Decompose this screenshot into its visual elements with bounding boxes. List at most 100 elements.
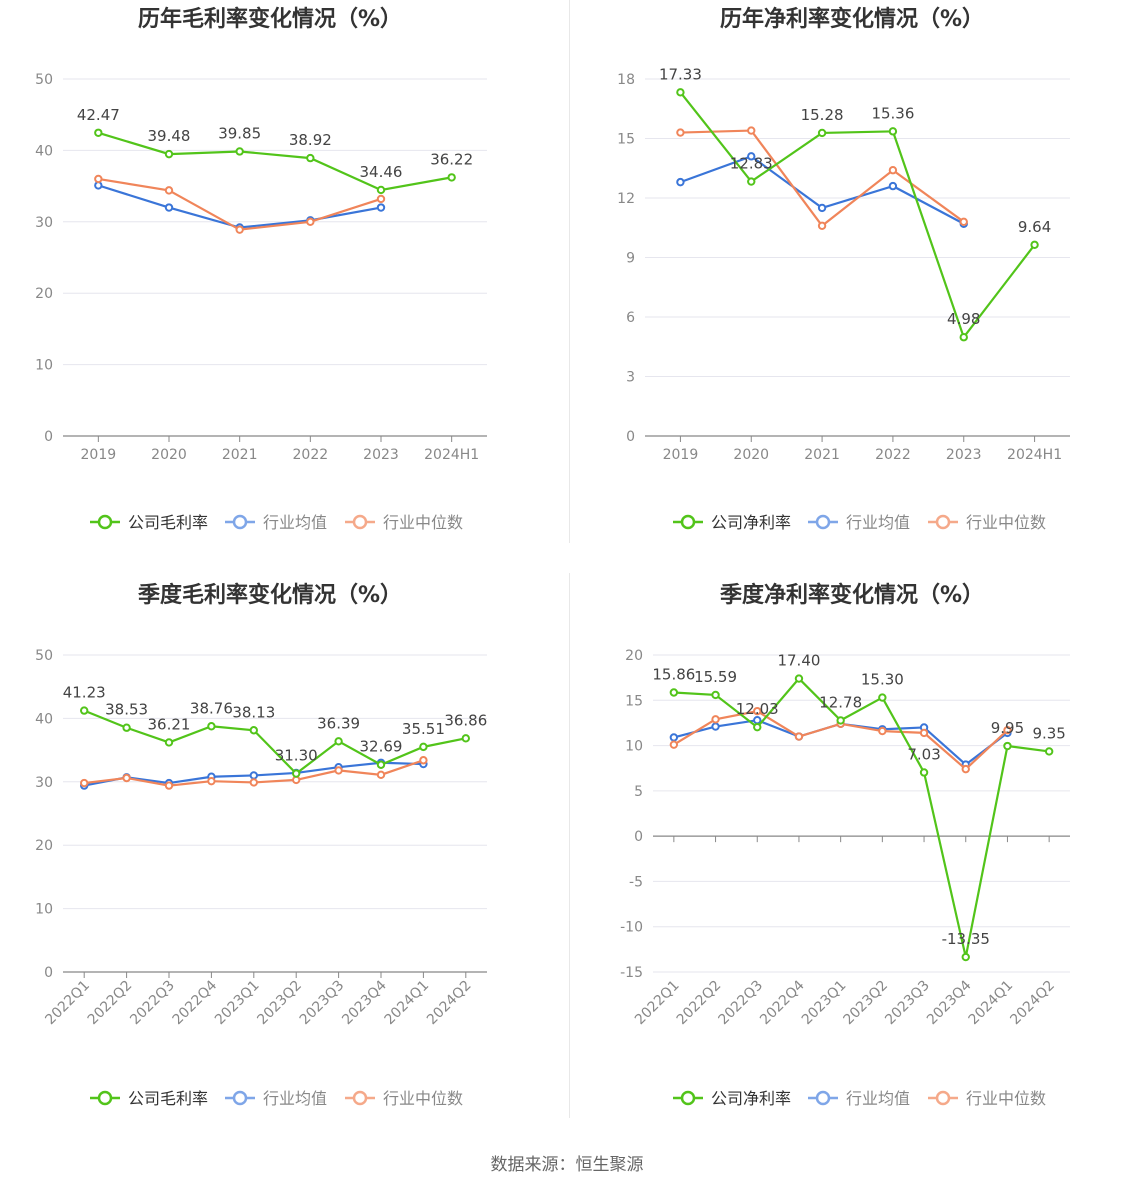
legend-item: 公司净利率 [673, 513, 791, 532]
legend-swatch-marker [232, 514, 248, 530]
data-point [334, 737, 343, 746]
legend-label: 行业中位数 [383, 513, 463, 532]
data-point [747, 177, 756, 186]
data-point [888, 181, 898, 191]
data-point [836, 716, 845, 725]
y-tick-label: 40 [35, 711, 53, 727]
data-point [919, 728, 929, 738]
series-line-公司净利率 [679, 91, 1036, 340]
data-point [817, 203, 827, 213]
data-label: 39.85 [218, 124, 261, 142]
legend-swatch-marker [815, 1090, 831, 1106]
legend-item: 公司毛利率 [90, 1089, 208, 1108]
data-label: 36.86 [444, 711, 487, 729]
data-point [961, 952, 970, 962]
y-tick-label: 20 [35, 286, 53, 302]
data-point [669, 740, 679, 749]
data-point [669, 688, 679, 697]
data-point [669, 733, 679, 742]
data-point [164, 186, 174, 195]
x-tick-label: 2022Q2 [85, 978, 136, 1029]
data-point [164, 738, 174, 747]
data-point [959, 217, 968, 227]
y-tick-label: -5 [629, 874, 643, 890]
data-point [676, 88, 685, 97]
x-tick-label: 2023Q4 [339, 977, 390, 1028]
data-point [164, 149, 174, 159]
data-label: 7.03 [907, 745, 940, 763]
x-tick-label: 2024Q2 [1007, 978, 1058, 1029]
data-point [961, 764, 970, 774]
legend-item: 行业中位数 [345, 1089, 463, 1108]
legend-label: 行业均值 [846, 513, 910, 532]
legend-item: 行业均值 [225, 513, 327, 532]
data-point [676, 128, 685, 137]
data-label: 36.39 [317, 714, 360, 732]
y-tick-label: 30 [35, 775, 53, 791]
data-label: 38.13 [232, 703, 275, 721]
legend-label: 公司净利率 [711, 1089, 791, 1108]
data-point [306, 217, 315, 227]
legend-label: 行业中位数 [383, 1089, 463, 1108]
legend-item: 行业均值 [808, 1089, 910, 1108]
data-point [164, 203, 174, 212]
data-point [376, 194, 386, 204]
x-tick-label: 2020 [733, 447, 769, 463]
legend-swatch-marker [97, 1090, 113, 1106]
legend-label: 行业均值 [263, 513, 327, 532]
x-tick-label: 2023Q1 [212, 978, 263, 1029]
x-tick-label: 2022 [293, 447, 329, 463]
data-point [447, 173, 456, 182]
data-point [919, 768, 929, 777]
data-label: -13.35 [942, 930, 990, 948]
x-tick-label: 2020 [151, 447, 187, 463]
chart-title: 季度毛利率变化情况（%） [138, 582, 402, 608]
data-label: 31.30 [275, 747, 318, 765]
y-tick-label: 30 [35, 215, 53, 231]
data-point [888, 127, 898, 136]
data-point [711, 715, 720, 724]
data-label: 15.86 [652, 665, 695, 683]
data-point [80, 706, 89, 715]
data-point [94, 174, 103, 184]
data-point [376, 203, 386, 212]
y-tick-label: 10 [35, 358, 53, 374]
series-line-公司毛利率 [98, 131, 452, 192]
data-label: 9.35 [1032, 724, 1065, 742]
legend-item: 公司净利率 [673, 1089, 791, 1108]
legend-swatch-marker [352, 514, 368, 530]
data-point [376, 770, 386, 780]
legend-swatch-marker [352, 1090, 368, 1106]
y-tick-label: 0 [634, 829, 643, 845]
data-point [80, 778, 89, 788]
data-label: 9.95 [991, 719, 1024, 737]
data-point [888, 166, 898, 175]
data-point [753, 706, 762, 716]
y-tick-label: -15 [620, 965, 643, 981]
legend-swatch-marker [232, 1090, 248, 1106]
chart-2: 历年净利率变化情况（%） 0 3 6 9 12 15 18 2019 2020 2021 2022 20… [617, 6, 1070, 532]
data-label: 38.53 [105, 701, 148, 719]
y-tick-label: 50 [35, 72, 53, 88]
data-point [207, 722, 216, 731]
y-tick-label: 6 [626, 310, 635, 326]
legend-item: 行业均值 [808, 513, 910, 532]
data-point [306, 153, 315, 163]
data-source-note: 数据来源：恒生聚源 [490, 1155, 644, 1175]
legend-label: 行业中位数 [966, 1089, 1046, 1108]
data-point [711, 690, 720, 700]
y-tick-label: 15 [625, 693, 643, 709]
data-point [334, 766, 343, 775]
x-tick-label: 2022Q3 [715, 978, 766, 1029]
data-label: 36.21 [148, 715, 191, 733]
data-point [207, 776, 216, 786]
data-point [753, 722, 762, 732]
y-tick-label: 0 [626, 429, 635, 445]
data-point [711, 722, 720, 731]
x-tick-label: 2023Q1 [799, 978, 850, 1029]
data-point [878, 726, 887, 736]
y-tick-label: 18 [617, 72, 635, 88]
data-label: 12.03 [736, 700, 779, 718]
y-tick-label: 40 [35, 143, 53, 159]
x-tick-label: 2022Q3 [127, 978, 178, 1029]
